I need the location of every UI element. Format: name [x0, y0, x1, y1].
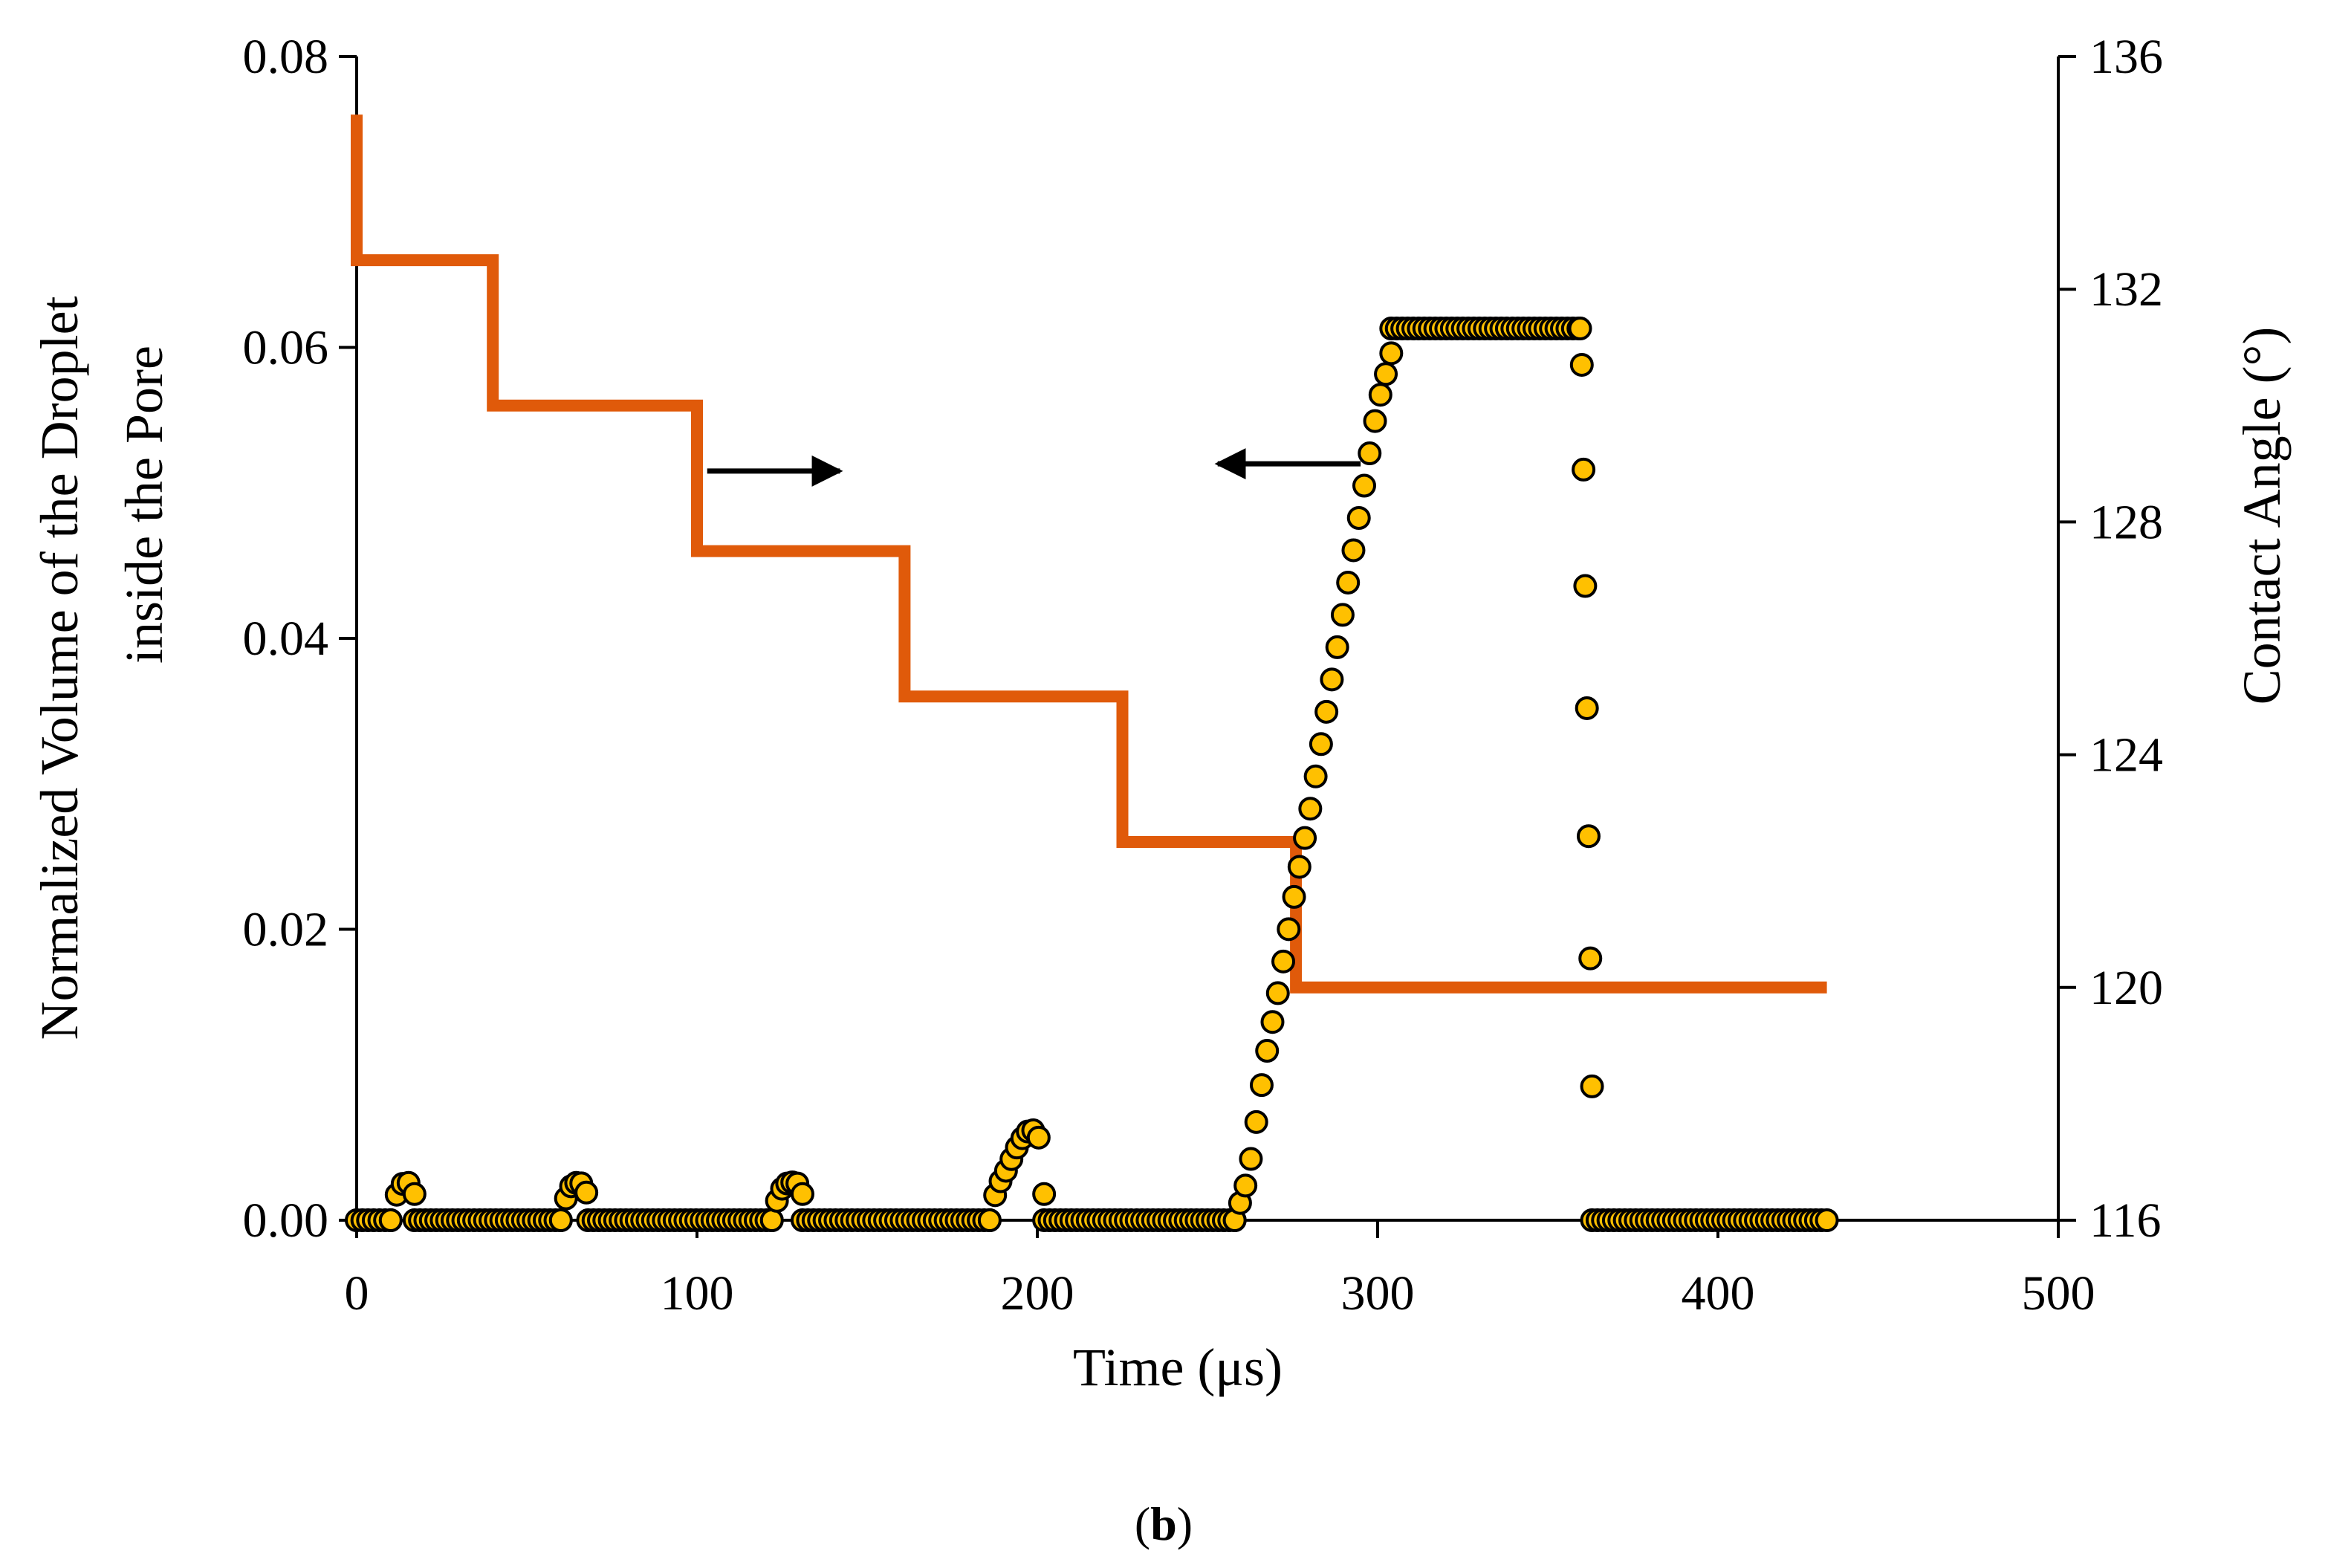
annotation-arrows [707, 448, 1361, 487]
volume-marker [1368, 383, 1392, 407]
right-y-tick-label: 120 [2089, 961, 2163, 1015]
volume-marker [1352, 473, 1376, 498]
volume-marker [1271, 949, 1296, 973]
volume-marker [1325, 635, 1349, 659]
volume-marker [1026, 1125, 1051, 1150]
volume-marker [402, 1182, 427, 1206]
caption-letter: b [1150, 1497, 1177, 1550]
volume-marker [977, 1208, 1002, 1232]
volume-marker [1363, 409, 1387, 433]
volume-marker [1239, 1147, 1263, 1171]
volume-marker [548, 1208, 573, 1232]
volume-marker [378, 1208, 403, 1232]
left-y-axis-title-line-1: Normalized Volume of the Droplet [30, 296, 89, 1040]
volume-marker [1580, 1074, 1604, 1098]
tick-marks [339, 55, 2076, 1238]
axes [355, 56, 2060, 1222]
volume-marker [790, 1182, 814, 1206]
volume-marker [1293, 826, 1317, 850]
x-tick-label: 500 [2022, 1266, 2095, 1321]
volume-marker [1341, 538, 1366, 563]
x-tick-label: 300 [1341, 1266, 1415, 1321]
volume-marker [1032, 1182, 1057, 1206]
right-y-tick-label: 128 [2089, 495, 2163, 549]
volume-marker [1260, 1010, 1285, 1034]
caption-close-paren: ) [1177, 1497, 1193, 1550]
x-tick-label: 200 [1001, 1266, 1074, 1321]
volume-marker [1314, 699, 1339, 724]
volume-marker [1320, 667, 1344, 692]
volume-marker [1277, 917, 1301, 942]
volume-marker [1303, 764, 1328, 788]
volume-marker [574, 1180, 599, 1205]
right-y-tick-label: 132 [2089, 262, 2163, 317]
volume-marker [1330, 603, 1355, 627]
volume-series [345, 317, 1839, 1232]
left-y-axis-title-line-2: inside the Pore [114, 346, 174, 664]
volume-marker [1379, 341, 1404, 366]
volume-marker [1572, 457, 1596, 482]
right-y-axis-title: Contact Angle (°) [2232, 327, 2292, 705]
volume-marker [1298, 797, 1323, 821]
caption-open-paren: ( [1135, 1497, 1150, 1550]
right-y-tick-label: 116 [2089, 1193, 2162, 1248]
volume-marker [1287, 855, 1311, 879]
volume-marker [1573, 574, 1598, 598]
volume-marker [1233, 1173, 1258, 1198]
volume-marker [1309, 732, 1333, 757]
volume-marker [1249, 1073, 1274, 1098]
x-tick-label: 0 [345, 1266, 369, 1321]
volume-marker [1358, 441, 1382, 466]
x-axis-title: Time (μs) [1073, 1338, 1283, 1397]
figure-caption: (b) [1135, 1497, 1193, 1550]
right-y-tick-label: 136 [2089, 30, 2163, 84]
volume-marker [1568, 317, 1592, 341]
left-y-tick-label: 0.04 [243, 612, 329, 666]
volume-marker [1336, 570, 1361, 595]
left-y-tick-label: 0.00 [243, 1193, 329, 1248]
right-y-tick-label: 124 [2089, 728, 2163, 783]
left-y-tick-label: 0.02 [243, 903, 329, 957]
left-y-tick-label: 0.06 [243, 321, 329, 375]
volume-marker [1374, 362, 1398, 386]
volume-marker [1815, 1208, 1839, 1232]
tick-labels: 0 100 200 300 400 500 0.00 0.02 0.04 0.06 0.08 116 1… [243, 30, 2164, 1321]
volume-marker [1576, 824, 1601, 849]
volume-marker [1346, 506, 1371, 530]
volume-marker [1578, 946, 1603, 971]
x-tick-label: 400 [1682, 1266, 1755, 1321]
volume-marker [1265, 981, 1290, 1005]
volume-marker [1575, 696, 1599, 720]
contact-angle-series [351, 114, 1827, 994]
volume-marker [1569, 352, 1594, 377]
x-tick-label: 100 [661, 1266, 734, 1321]
volume-marker [759, 1208, 784, 1232]
left-y-tick-label: 0.08 [243, 30, 329, 84]
contact-angle-step-line [351, 114, 1827, 994]
volume-marker [1244, 1109, 1268, 1134]
volume-marker [1282, 884, 1306, 909]
volume-marker [1255, 1039, 1280, 1063]
